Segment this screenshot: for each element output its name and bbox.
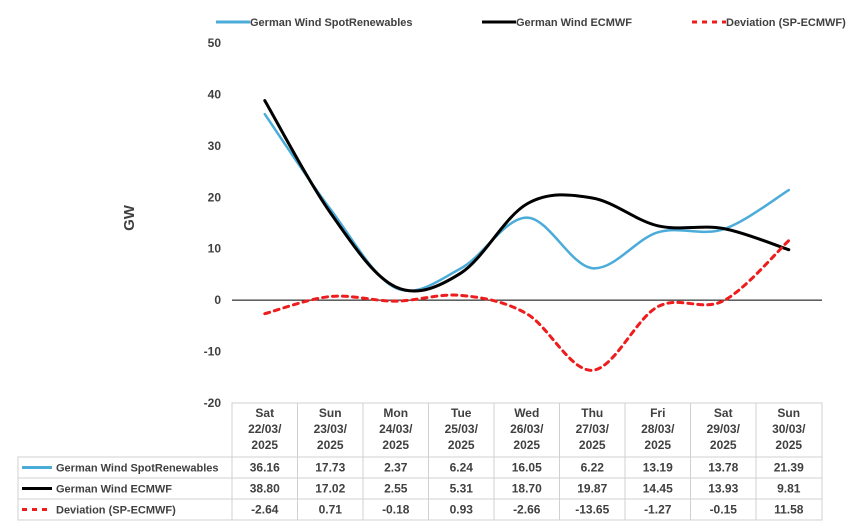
category-label: Sun [319, 406, 342, 420]
data-label: -13.65 [575, 503, 609, 517]
category-label: Thu [581, 406, 603, 420]
data-label: -0.18 [382, 503, 410, 517]
category-label: 2025 [513, 438, 540, 452]
category-label: Fri [650, 406, 665, 420]
data-label: 0.71 [319, 503, 343, 517]
data-label: 6.22 [581, 461, 605, 475]
series-line-german-wind-ecmwf [263, 99, 791, 293]
data-label: 21.39 [774, 461, 804, 475]
y-tick-label: 20 [208, 190, 222, 204]
table-row-label: Deviation (SP-ECMWF) [56, 505, 176, 517]
data-label: 18.70 [512, 482, 542, 496]
y-tick-label: -10 [204, 345, 222, 359]
series-line-deviation-sp-ecmwf [263, 239, 791, 372]
category-label: 26/03/ [510, 422, 544, 436]
legend-label: German Wind SpotRenewables [250, 17, 413, 29]
data-label: -2.64 [251, 503, 279, 517]
category-label: 2025 [382, 438, 409, 452]
table-row-label: German Wind ECMWF [56, 484, 172, 496]
data-table: Sat 22/03/2025 Sun 23/03/2025 Mon 24/03/2025 T… [17, 402, 823, 521]
series-line-german-wind-spotrenewables [263, 112, 791, 293]
category-label: 22/03/ [248, 422, 282, 436]
data-label: 6.24 [450, 461, 474, 475]
category-label: 27/03/ [576, 422, 610, 436]
data-label: 14.45 [643, 482, 673, 496]
category-label: Sat [714, 406, 733, 420]
data-label: 5.31 [450, 482, 474, 496]
data-label: 11.58 [774, 503, 804, 517]
data-label: 17.73 [315, 461, 345, 475]
y-tick-label: 50 [208, 36, 222, 50]
table-body-border [17, 456, 823, 521]
table-row-label: German Wind SpotRenewables [56, 463, 219, 475]
data-label: 19.87 [577, 482, 607, 496]
data-label: 13.78 [708, 461, 738, 475]
data-label: 9.81 [777, 482, 801, 496]
category-label: 2025 [317, 438, 344, 452]
data-label: 13.93 [708, 482, 738, 496]
category-label: 2025 [579, 438, 606, 452]
category-label: 29/03/ [707, 422, 741, 436]
category-label: Wed [514, 406, 539, 420]
y-tick-label: 30 [208, 139, 222, 153]
data-label: 0.93 [450, 503, 474, 517]
data-label: 16.05 [512, 461, 542, 475]
category-label: 25/03/ [445, 422, 479, 436]
category-label: 30/03/ [772, 422, 806, 436]
category-label: 2025 [448, 438, 475, 452]
legend: German Wind SpotRenewables German Wind EC… [216, 17, 846, 29]
category-label: 23/03/ [314, 422, 348, 436]
category-label: Mon [383, 406, 408, 420]
category-label: 24/03/ [379, 422, 413, 436]
category-label: Sat [255, 406, 274, 420]
category-label: Tue [451, 406, 472, 420]
data-label: -2.66 [513, 503, 541, 517]
legend-label: Deviation (SP-ECMWF) [726, 17, 846, 29]
data-label: 17.02 [315, 482, 345, 496]
series-lines [263, 99, 791, 372]
category-label: 28/03/ [641, 422, 675, 436]
data-label: -1.27 [644, 503, 672, 517]
category-label: 2025 [775, 438, 802, 452]
data-label: 2.55 [384, 482, 408, 496]
category-label: 2025 [644, 438, 671, 452]
y-axis-ticks: 50 40 30 20 10 0 -10 -20 [204, 36, 222, 410]
y-tick-label: 40 [208, 87, 222, 101]
data-label: 2.37 [384, 461, 408, 475]
data-label: 38.80 [250, 482, 280, 496]
data-label: 13.19 [643, 461, 673, 475]
y-axis-label: GW [121, 204, 138, 231]
category-label: Sun [777, 406, 800, 420]
y-tick-label: 10 [208, 242, 222, 256]
data-label: -0.15 [710, 503, 738, 517]
y-tick-label: -20 [204, 396, 222, 410]
data-label: 36.16 [250, 461, 280, 475]
legend-label: German Wind ECMWF [516, 17, 632, 29]
y-tick-label: 0 [214, 293, 221, 307]
category-label: 2025 [710, 438, 737, 452]
category-label: 2025 [251, 438, 278, 452]
